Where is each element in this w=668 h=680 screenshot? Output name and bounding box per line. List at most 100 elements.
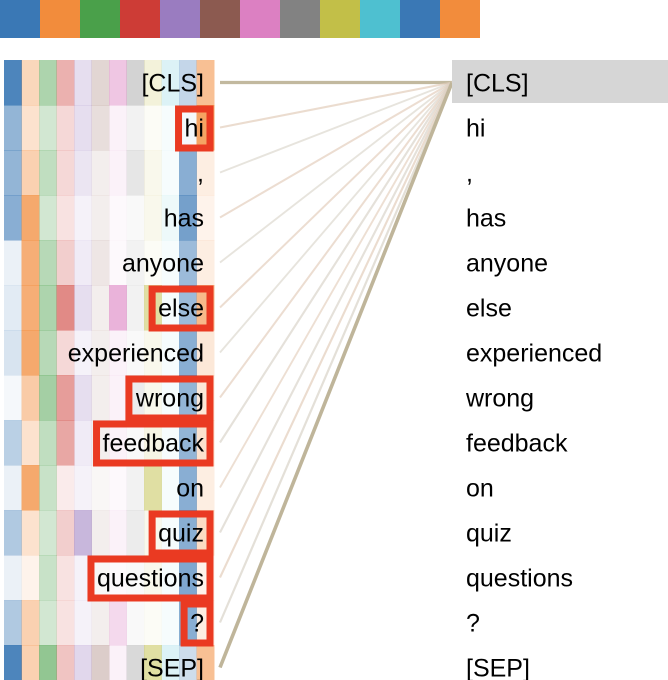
- right-token[interactable]: hi: [466, 115, 485, 143]
- attention-link: [219, 82, 453, 578]
- left-token-label: anyone: [122, 250, 204, 278]
- head-swatch-9[interactable]: [360, 0, 400, 38]
- right-token[interactable]: wrong: [465, 385, 534, 413]
- right-token[interactable]: else: [466, 295, 512, 323]
- head-swatch-2[interactable]: [80, 0, 120, 38]
- head-swatch-8[interactable]: [320, 0, 360, 38]
- left-token[interactable]: feedback: [93, 420, 214, 467]
- attention-link: [219, 81, 453, 219]
- heat-cell: [179, 510, 197, 556]
- right-token-label: ?: [466, 610, 480, 638]
- heat-cell: [144, 600, 162, 646]
- left-token[interactable]: else: [148, 285, 214, 332]
- left-token[interactable]: has: [164, 205, 204, 233]
- heat-cell: [39, 240, 57, 286]
- heat-cell: [56, 420, 75, 466]
- heat-cell: [126, 600, 145, 646]
- left-token[interactable]: quiz: [148, 510, 214, 557]
- heat-cell: [74, 465, 92, 511]
- right-token[interactable]: quiz: [466, 520, 512, 548]
- heat-cell: [4, 375, 22, 421]
- heat-cell: [144, 465, 162, 511]
- head-swatch-5[interactable]: [200, 0, 240, 38]
- head-swatch-0[interactable]: [0, 0, 40, 38]
- right-token[interactable]: anyone: [466, 250, 548, 278]
- left-token-label: ,: [197, 160, 204, 188]
- heat-cell: [144, 555, 162, 601]
- right-token[interactable]: ,: [466, 160, 473, 188]
- heat-cell: [56, 285, 75, 331]
- left-token[interactable]: anyone: [122, 250, 204, 278]
- heat-cell: [4, 420, 22, 466]
- left-token[interactable]: questions: [87, 555, 214, 602]
- left-token[interactable]: [SEP]: [140, 655, 204, 680]
- right-token[interactable]: [CLS]: [452, 60, 668, 103]
- right-token[interactable]: ?: [466, 610, 480, 638]
- token-highlight-box: [93, 420, 214, 467]
- heat-cell: [109, 465, 127, 511]
- head-swatch-7[interactable]: [280, 0, 320, 38]
- heat-cell: [161, 285, 180, 331]
- heat-cell: [161, 510, 180, 556]
- heat-cell: [161, 60, 180, 106]
- head-swatch-11[interactable]: [440, 0, 480, 38]
- head-swatch-3[interactable]: [120, 0, 160, 38]
- heat-cell: [21, 645, 40, 680]
- token-highlight-box: [125, 375, 214, 422]
- left-token[interactable]: [CLS]: [141, 70, 204, 98]
- attention-link: [218, 82, 454, 623]
- left-token[interactable]: on: [176, 475, 204, 503]
- heat-cell: [91, 465, 110, 511]
- right-token-column[interactable]: [CLS] hi, has anyone else experienced wrong fee…: [452, 60, 668, 680]
- head-swatch-10[interactable]: [400, 0, 440, 38]
- attention-link: [219, 81, 453, 399]
- right-token[interactable]: feedback: [466, 430, 568, 458]
- heat-cell: [91, 555, 110, 601]
- left-token[interactable]: hi: [175, 105, 214, 152]
- left-token-label: quiz: [158, 520, 204, 548]
- heat-cell: [91, 240, 110, 286]
- heat-cell: [144, 150, 162, 196]
- heat-cell: [126, 60, 145, 106]
- head-swatch-1[interactable]: [40, 0, 80, 38]
- heat-cell: [126, 240, 145, 286]
- left-token-label: [CLS]: [141, 70, 204, 98]
- heat-cell: [39, 375, 57, 421]
- attention-head-swatches[interactable]: [0, 0, 480, 38]
- heat-cell: [21, 285, 40, 331]
- left-token-label: else: [158, 295, 204, 323]
- left-token[interactable]: ,: [197, 160, 204, 188]
- heat-cell: [21, 375, 40, 421]
- head-swatch-6[interactable]: [240, 0, 280, 38]
- heat-cell: [74, 195, 92, 241]
- right-token[interactable]: questions: [466, 565, 573, 593]
- heat-cell: [161, 150, 180, 196]
- heat-cell: [161, 105, 180, 151]
- left-token-column[interactable]: [CLS] hi, has anyone else experienced wrong fee…: [68, 70, 214, 680]
- right-token[interactable]: [SEP]: [466, 655, 530, 680]
- heat-cell: [161, 375, 180, 421]
- heat-cell: [144, 330, 162, 376]
- heat-cell: [4, 240, 22, 286]
- heat-cell: [56, 60, 75, 106]
- heat-cell: [179, 645, 197, 680]
- right-token-label: wrong: [465, 385, 534, 413]
- left-token[interactable]: experienced: [68, 340, 204, 368]
- heat-cell: [144, 105, 162, 151]
- token-highlight-box: [175, 105, 214, 152]
- right-token[interactable]: has: [466, 205, 506, 233]
- right-token[interactable]: on: [466, 475, 494, 503]
- heat-cell: [126, 330, 145, 376]
- left-token[interactable]: ?: [180, 600, 214, 647]
- left-token[interactable]: wrong: [125, 375, 214, 422]
- left-token-label: wrong: [135, 385, 204, 413]
- heat-cell: [21, 330, 40, 376]
- right-token[interactable]: experienced: [466, 340, 602, 368]
- right-token-label: quiz: [466, 520, 512, 548]
- heat-cell: [56, 510, 75, 556]
- heat-cell: [109, 285, 127, 331]
- heat-cell: [161, 195, 180, 241]
- head-swatch-4[interactable]: [160, 0, 200, 38]
- heat-cell: [21, 555, 40, 601]
- heat-cell: [91, 150, 110, 196]
